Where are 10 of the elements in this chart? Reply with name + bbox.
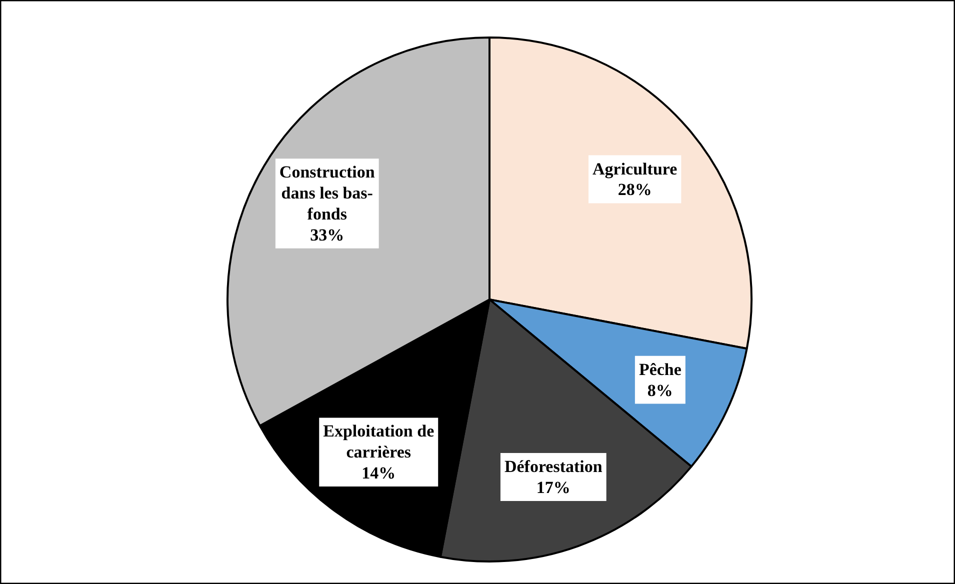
data-label: 17% bbox=[536, 478, 570, 497]
data-label: 33% bbox=[310, 225, 344, 244]
slice-label: Construction dans les bas-fonds bbox=[279, 162, 376, 224]
data-label: 14% bbox=[362, 464, 396, 483]
slice-label: Déforestation bbox=[504, 457, 603, 476]
slice-label: Agriculture bbox=[592, 159, 678, 178]
data-label: 8% bbox=[647, 380, 673, 400]
slice-label: Exploitation de carrières bbox=[323, 422, 435, 462]
slice-label: Pêche bbox=[638, 360, 682, 379]
data-label: 28% bbox=[618, 180, 652, 200]
